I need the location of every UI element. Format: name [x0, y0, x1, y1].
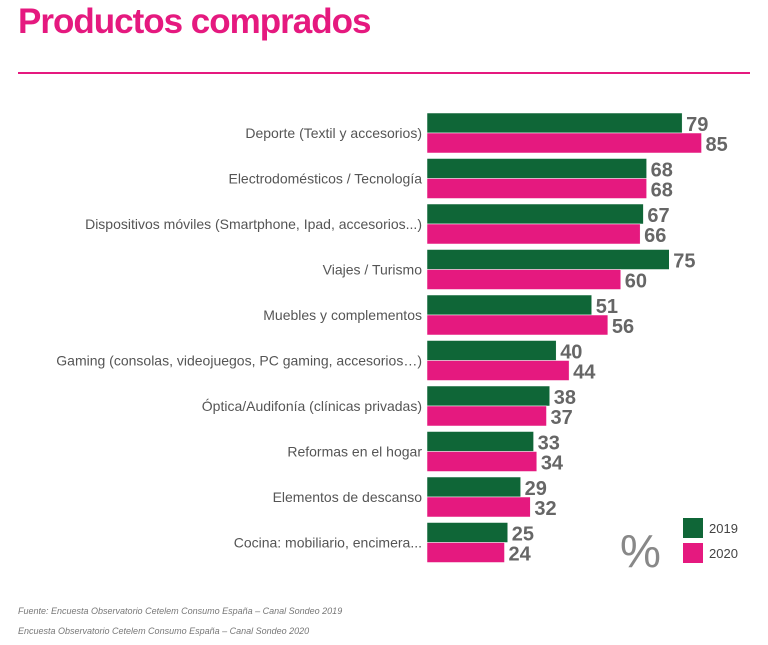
bar-2019 [426, 112, 683, 134]
bar-2020 [426, 223, 641, 245]
source-note-2019: Fuente: Encuesta Observatorio Cetelem Co… [18, 606, 343, 616]
bar-2019 [426, 249, 670, 270]
bar-2020 [426, 496, 531, 518]
data-label-2020: 68 [651, 180, 673, 202]
bar-2019 [426, 294, 592, 316]
legend-label-2020: 2020 [709, 546, 738, 561]
bar-2019 [426, 340, 557, 361]
title-divider [18, 72, 750, 74]
bar-2020 [426, 269, 622, 290]
percent-symbol: % [620, 525, 661, 577]
page-title: Productos comprados [18, 2, 371, 41]
bar-2019 [426, 158, 647, 179]
bar-2020 [426, 314, 609, 336]
data-label-2020: 44 [573, 362, 596, 384]
legend-swatch-2019 [683, 518, 703, 538]
data-label-2020: 37 [551, 407, 573, 429]
data-label-2019: 33 [538, 433, 560, 455]
bar-2020 [426, 451, 538, 472]
bar-2020 [426, 178, 647, 199]
legend-label-2019: 2019 [709, 521, 738, 536]
data-label-2020: 32 [534, 498, 556, 520]
legend-swatch-2020 [683, 543, 703, 563]
data-label-2020: 34 [541, 453, 564, 475]
data-label-2020: 24 [509, 544, 532, 566]
data-label-2019: 25 [512, 524, 534, 546]
category-label: Elementos de descanso [273, 489, 423, 505]
source-note-2020: Encuesta Observatorio Cetelem Consumo Es… [18, 626, 310, 636]
data-label-2019: 68 [651, 160, 673, 182]
category-label: Electrodomésticos / Tecnología [228, 171, 422, 187]
data-label-2019: 38 [554, 387, 576, 409]
bar-2020 [426, 405, 547, 427]
data-label-2019: 40 [560, 342, 582, 364]
data-label-2019: 29 [525, 478, 547, 500]
bar-2019 [426, 522, 508, 543]
category-label: Cocina: mobiliario, encimera... [234, 535, 422, 551]
bar-2019 [426, 431, 534, 452]
category-label: Muebles y complementos [263, 307, 422, 323]
bar-2019 [426, 476, 521, 498]
category-label: Gaming (consolas, videojuegos, PC gaming… [56, 353, 422, 369]
bar-2020 [426, 360, 570, 381]
data-label-2019: 67 [647, 205, 669, 227]
bar-2020 [426, 542, 505, 563]
data-label-2020: 60 [625, 271, 647, 293]
category-label: Reformas en el hogar [287, 444, 422, 460]
data-label-2019: 79 [686, 114, 708, 136]
category-label: Viajes / Turismo [323, 262, 423, 278]
category-label: Deporte (Textil y accesorios) [245, 125, 422, 141]
bar-2019 [426, 385, 550, 407]
data-label-2020: 85 [706, 134, 728, 156]
bar-2020 [426, 132, 702, 154]
category-label: Dispositivos móviles (Smartphone, Ipad, … [85, 216, 422, 232]
category-label: Óptica/Audifonía (clínicas privadas) [202, 398, 422, 414]
data-label-2020: 56 [612, 316, 634, 338]
bar-2019 [426, 203, 644, 225]
data-label-2019: 51 [596, 296, 618, 318]
data-label-2019: 75 [673, 251, 695, 273]
data-label-2020: 66 [644, 225, 666, 247]
